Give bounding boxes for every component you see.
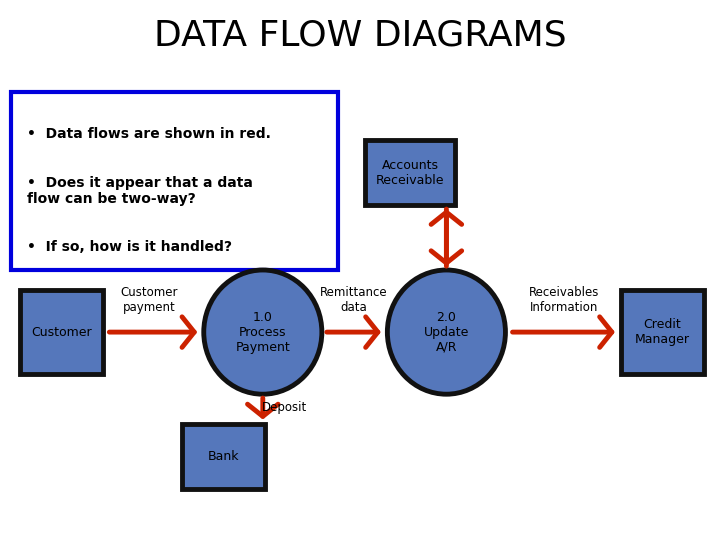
Text: 2.0
Update
A/R: 2.0 Update A/R	[423, 310, 469, 354]
Text: Credit
Manager: Credit Manager	[635, 318, 690, 346]
Text: Accounts
Receivable: Accounts Receivable	[376, 159, 445, 187]
Text: Receivables
Information: Receivables Information	[528, 286, 599, 314]
Text: •  If so, how is it handled?: • If so, how is it handled?	[27, 240, 232, 254]
Text: Customer
payment: Customer payment	[120, 286, 178, 314]
Ellipse shape	[204, 270, 322, 394]
FancyBboxPatch shape	[621, 291, 704, 374]
Text: DATA FLOW DIAGRAMS: DATA FLOW DIAGRAMS	[153, 18, 567, 52]
Text: •  Data flows are shown in red.: • Data flows are shown in red.	[27, 127, 271, 141]
Text: •  Does it appear that a data
flow can be two-way?: • Does it appear that a data flow can be…	[27, 176, 253, 206]
Text: Deposit: Deposit	[262, 401, 307, 414]
Text: Remittance
data: Remittance data	[320, 286, 387, 314]
FancyBboxPatch shape	[365, 140, 455, 205]
Ellipse shape	[387, 270, 505, 394]
FancyBboxPatch shape	[181, 424, 265, 489]
Text: 1.0
Process
Payment: 1.0 Process Payment	[235, 310, 290, 354]
Text: Bank: Bank	[207, 450, 239, 463]
FancyBboxPatch shape	[11, 92, 338, 270]
FancyBboxPatch shape	[20, 291, 103, 374]
Text: Customer: Customer	[31, 326, 91, 339]
